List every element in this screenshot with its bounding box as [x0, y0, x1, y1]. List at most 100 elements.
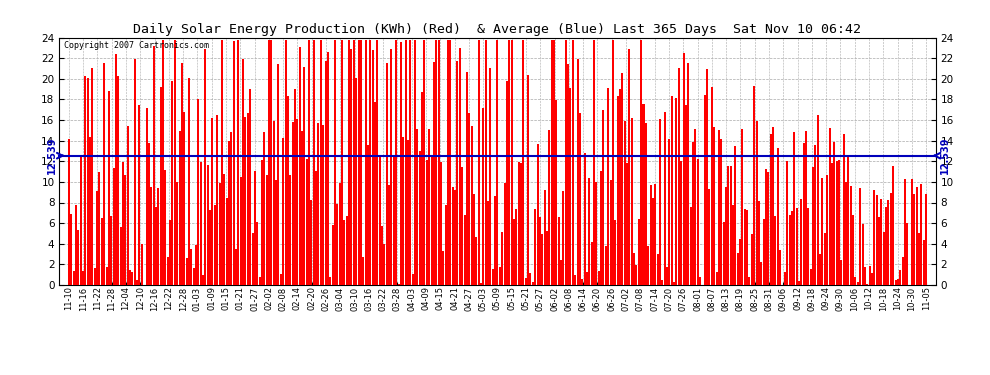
Bar [249, 88, 251, 285]
Bar [376, 40, 378, 285]
Bar [98, 172, 100, 285]
Bar [560, 260, 562, 285]
Bar [685, 105, 687, 285]
Bar [240, 177, 242, 285]
Bar [537, 144, 539, 285]
Bar [883, 232, 885, 285]
Bar [788, 215, 791, 285]
Bar [555, 100, 557, 285]
Bar [390, 49, 392, 285]
Bar [854, 277, 856, 285]
Bar [619, 88, 621, 285]
Bar [892, 166, 894, 285]
Bar [711, 87, 713, 285]
Bar [530, 273, 532, 285]
Bar [251, 233, 253, 285]
Bar [728, 166, 730, 285]
Bar [654, 184, 656, 285]
Bar [270, 40, 272, 285]
Bar [219, 183, 221, 285]
Bar [610, 180, 612, 285]
Bar [113, 168, 115, 285]
Bar [197, 99, 199, 285]
Bar [564, 40, 567, 285]
Bar [292, 122, 294, 285]
Bar [115, 54, 117, 285]
Bar [315, 171, 317, 285]
Bar [852, 214, 854, 285]
Bar [195, 245, 197, 285]
Bar [671, 96, 673, 285]
Bar [574, 274, 576, 285]
Bar [185, 258, 187, 285]
Bar [282, 138, 284, 285]
Bar [132, 272, 134, 285]
Bar [791, 211, 793, 285]
Bar [548, 130, 550, 285]
Bar [166, 257, 168, 285]
Bar [923, 240, 925, 285]
Bar [527, 75, 529, 285]
Bar [876, 195, 878, 285]
Bar [499, 267, 501, 285]
Bar [492, 268, 494, 285]
Bar [89, 137, 91, 285]
Bar [409, 40, 411, 285]
Bar [433, 62, 435, 285]
Bar [136, 280, 139, 285]
Bar [740, 238, 742, 285]
Bar [553, 40, 555, 285]
Bar [584, 153, 586, 285]
Bar [261, 160, 263, 285]
Bar [157, 188, 159, 285]
Bar [760, 262, 762, 285]
Bar [159, 87, 161, 285]
Bar [666, 267, 668, 285]
Bar [480, 283, 482, 285]
Bar [911, 179, 913, 285]
Bar [235, 249, 237, 285]
Bar [456, 62, 458, 285]
Bar [748, 277, 750, 285]
Bar [110, 216, 112, 285]
Bar [716, 272, 718, 285]
Bar [593, 40, 595, 285]
Bar [595, 182, 597, 285]
Bar [379, 156, 381, 285]
Bar [793, 132, 795, 285]
Bar [127, 126, 129, 285]
Bar [732, 205, 734, 285]
Bar [125, 175, 127, 285]
Bar [436, 40, 438, 285]
Bar [904, 179, 906, 285]
Bar [720, 139, 723, 285]
Bar [386, 63, 388, 285]
Bar [162, 40, 164, 285]
Bar [841, 260, 842, 285]
Bar [586, 272, 588, 285]
Bar [755, 121, 757, 285]
Bar [221, 40, 223, 285]
Bar [152, 46, 154, 285]
Bar [617, 96, 619, 285]
Bar [287, 96, 289, 285]
Bar [779, 250, 781, 285]
Bar [644, 123, 646, 285]
Bar [148, 143, 149, 285]
Text: 12.539: 12.539 [940, 137, 950, 174]
Bar [697, 159, 699, 285]
Bar [424, 40, 426, 285]
Bar [550, 40, 552, 285]
Bar [694, 129, 696, 285]
Bar [268, 40, 270, 285]
Title: Daily Solar Energy Production (KWh) (Red)  & Average (Blue) Last 365 Days  Sat N: Daily Solar Energy Production (KWh) (Red… [134, 23, 861, 36]
Bar [572, 40, 574, 285]
Bar [501, 232, 503, 285]
Bar [393, 156, 395, 285]
Bar [374, 102, 376, 285]
Bar [82, 271, 84, 285]
Bar [847, 156, 849, 285]
Bar [535, 209, 537, 285]
Bar [395, 40, 397, 285]
Bar [275, 180, 277, 285]
